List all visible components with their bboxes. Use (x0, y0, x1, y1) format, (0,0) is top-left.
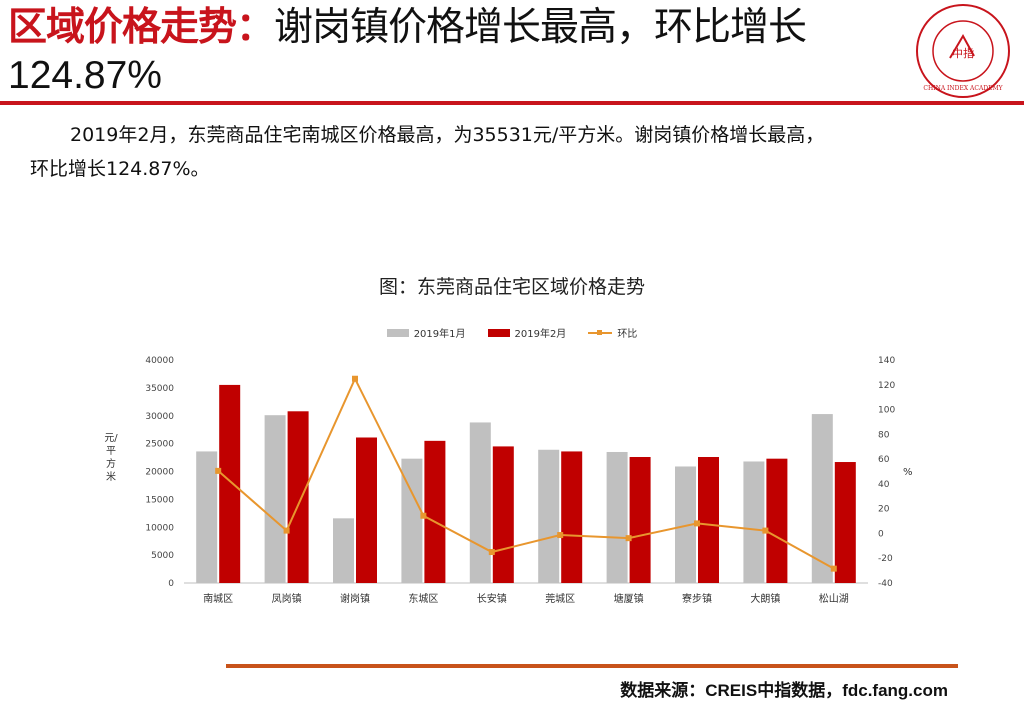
y-tick-label-left: 40000 (145, 356, 174, 366)
y-tick-label-right: 0 (878, 529, 884, 539)
y-tick-label-left: 25000 (145, 440, 174, 450)
y-tick-label-right: 60 (878, 455, 890, 465)
y-tick-label-right: 80 (878, 430, 890, 440)
legend-label-line: 环比 (617, 329, 638, 340)
y-tick-label-left: 15000 (145, 495, 174, 505)
bar-jan-5 (538, 449, 560, 583)
logo-ring-text: CHINA INDEX ACADEMY (923, 85, 1003, 92)
y-tick-label-right: 100 (878, 406, 895, 416)
legend-label-series2: 2019年2月 (514, 329, 567, 340)
logo-center-text: 中指 (952, 46, 974, 60)
chart-legend: 2019年1月 2019年2月 环比 (0, 325, 1024, 340)
y-tick-label-right: 40 (878, 480, 890, 490)
legend-item-line: 环比 (588, 325, 637, 340)
legend-swatch-series1 (386, 328, 409, 337)
bar-feb-2 (356, 437, 377, 583)
page-title-rest: 谢岗镇价格增长最高，环比增长 (274, 5, 807, 50)
bar-jan-3 (401, 458, 423, 583)
bar-feb-8 (766, 458, 788, 583)
legend-label-series1: 2019年1月 (413, 329, 466, 340)
page-title: 区域价格走势：谢岗镇价格增长最高，环比增长 (8, 4, 807, 52)
point-mom-5 (557, 532, 564, 539)
point-mom-7 (694, 520, 700, 527)
x-tick-label: 大朗镇 (750, 592, 780, 605)
chart-title: 图：东莞商品住宅区域价格走势 (378, 276, 645, 298)
description-line1: 2019年2月，东莞商品住宅南城区价格最高，为35531元/平方米。谢岗镇价格增… (70, 124, 825, 146)
legend-swatch-series2 (487, 328, 510, 337)
x-tick-label: 凤岗镇 (272, 592, 302, 605)
bar-jan-4 (469, 422, 491, 583)
y-tick-label-left: 20000 (145, 468, 174, 478)
y-tick-label-right: 140 (878, 356, 895, 366)
legend-item-series1: 2019年1月 (386, 325, 466, 340)
bar-jan-7 (675, 466, 696, 583)
data-source: 数据来源：CREIS中指数据，fdc.fang.com (620, 681, 948, 700)
point-mom-4 (488, 549, 495, 556)
bar-feb-0 (219, 384, 241, 583)
y-tick-label-left: 0 (168, 579, 174, 589)
point-mom-1 (283, 527, 290, 534)
y-tick-label-right: -40 (878, 579, 893, 589)
legend-swatch-line (588, 328, 613, 338)
bar-jan-2 (333, 518, 354, 583)
y-tick-label-left: 5000 (151, 551, 174, 561)
y-tick-label-left: 30000 (145, 412, 174, 422)
x-tick-label: 谢岗镇 (340, 592, 370, 605)
y-axis-label-right: % (903, 467, 913, 478)
x-tick-label: 长安镇 (477, 592, 507, 605)
point-mom-8 (762, 527, 769, 534)
y-axis-label-left: 元/平方米 (104, 433, 118, 483)
bar-jan-6 (606, 451, 628, 583)
bar-jan-0 (196, 451, 218, 583)
line-mom (217, 376, 835, 570)
x-tick-label: 松山湖 (819, 592, 849, 605)
description-line2: 环比增长124.87%。 (30, 158, 210, 180)
bar-feb-5 (561, 451, 583, 583)
point-mom-6 (625, 535, 632, 542)
bar-feb-1 (287, 411, 309, 583)
y-tick-label-right: 120 (878, 381, 895, 391)
title-divider (0, 101, 1024, 105)
x-tick-label: 南城区 (203, 592, 233, 605)
bar-feb-7 (698, 457, 719, 583)
x-tick-label: 寮步镇 (682, 592, 712, 605)
point-mom-3 (420, 512, 427, 519)
point-mom-2 (352, 375, 358, 382)
x-tick-label: 东城区 (408, 592, 438, 605)
bar-jan-1 (264, 415, 286, 583)
y-tick-label-right: 20 (878, 505, 890, 515)
y-tick-label-right: -20 (878, 554, 893, 564)
bar-feb-6 (629, 457, 651, 583)
description: 2019年2月，东莞商品住宅南城区价格最高，为35531元/平方米。谢岗镇价格增… (30, 118, 1000, 186)
page-title-line2: 124.87% (8, 54, 162, 97)
footer-divider (226, 664, 958, 668)
x-tick-label: 塘厦镇 (614, 592, 644, 605)
y-tick-label-left: 10000 (145, 523, 174, 533)
page-title-accent: 区域价格走势： (8, 5, 275, 50)
legend-item-series2: 2019年2月 (487, 325, 567, 340)
bar-feb-3 (424, 440, 446, 583)
china-index-academy-logo: 中指 CHINA INDEX ACADEMY (916, 4, 1010, 98)
point-mom-9 (830, 565, 837, 572)
bar-feb-4 (492, 446, 514, 583)
x-tick-label: 莞城区 (545, 593, 575, 605)
bar-jan-9 (811, 414, 833, 583)
point-mom-0 (215, 467, 222, 474)
bar-jan-8 (743, 461, 765, 583)
y-tick-label-left: 35000 (145, 384, 174, 394)
bar-feb-9 (834, 462, 856, 583)
